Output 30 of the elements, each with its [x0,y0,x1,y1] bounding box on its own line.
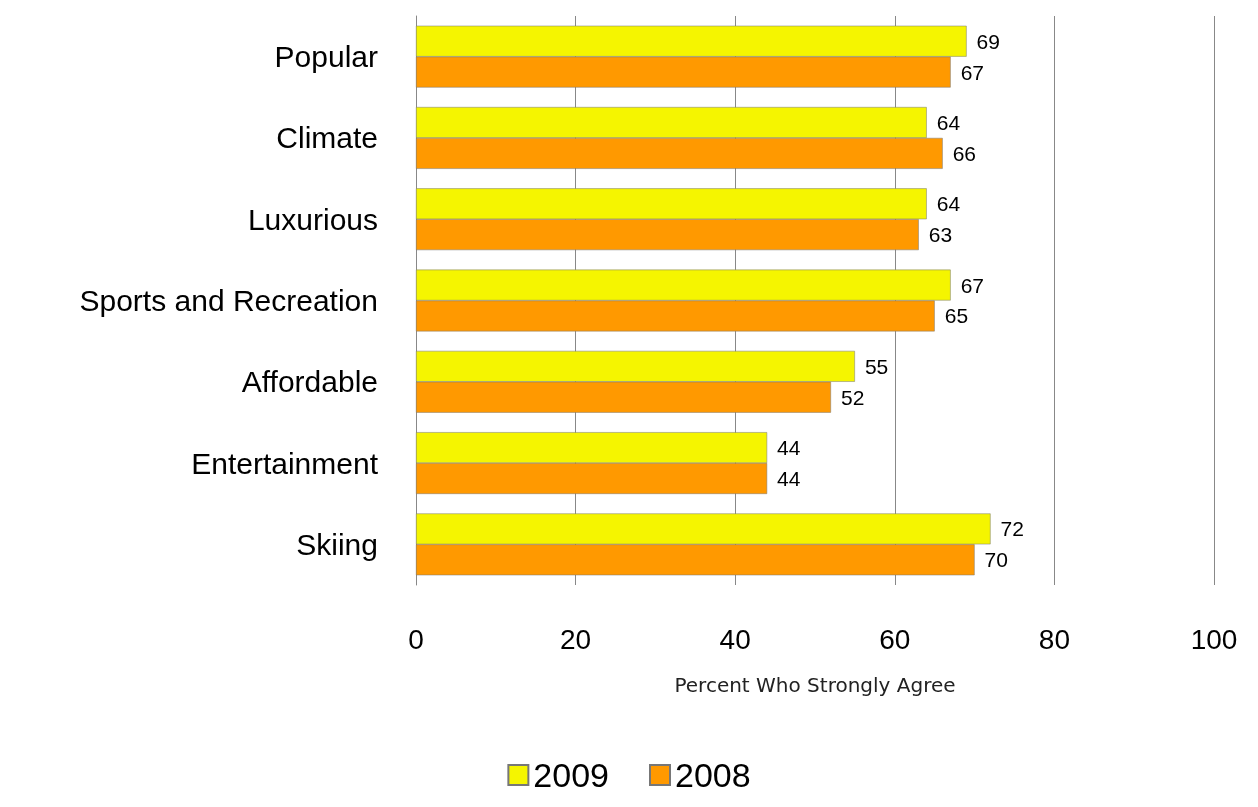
x-tick-label: 80 [1038,623,1070,655]
y-tick-label: Skiing [296,527,378,561]
data-label: 64 [936,110,961,134]
x-axis-title: Percent Who Strongly Agree [674,673,956,697]
x-tick-label: 0 [408,623,424,655]
x-tick-label: 60 [879,623,911,655]
data-label: 67 [960,60,985,84]
data-label: 67 [960,273,985,297]
x-tick-label: 20 [560,623,592,655]
data-label: 44 [777,436,801,460]
y-tick-label: Affordable [241,365,378,399]
data-label: 72 [1000,517,1024,541]
data-label: 69 [976,29,1000,53]
y-tick-label: Climate [276,121,378,155]
y-tick-label: Popular [274,40,379,74]
y-tick-label: Entertainment [191,446,379,480]
x-tick-label: 100 [1190,623,1238,655]
data-label: 66 [952,141,977,165]
data-label: 64 [936,192,961,216]
data-label: 55 [864,354,889,378]
data-label: 70 [984,548,1008,572]
data-label: 44 [777,467,801,491]
data-label: 52 [840,385,865,409]
legend-label: 2008 [675,756,751,794]
y-tick-label: Sports and Recreation [79,284,378,317]
data-label: 63 [928,223,953,247]
y-tick-label: Luxurious [247,202,378,236]
legend-label: 2009 [533,756,609,794]
data-label: 65 [944,304,969,328]
x-tick-label: 40 [719,623,751,655]
